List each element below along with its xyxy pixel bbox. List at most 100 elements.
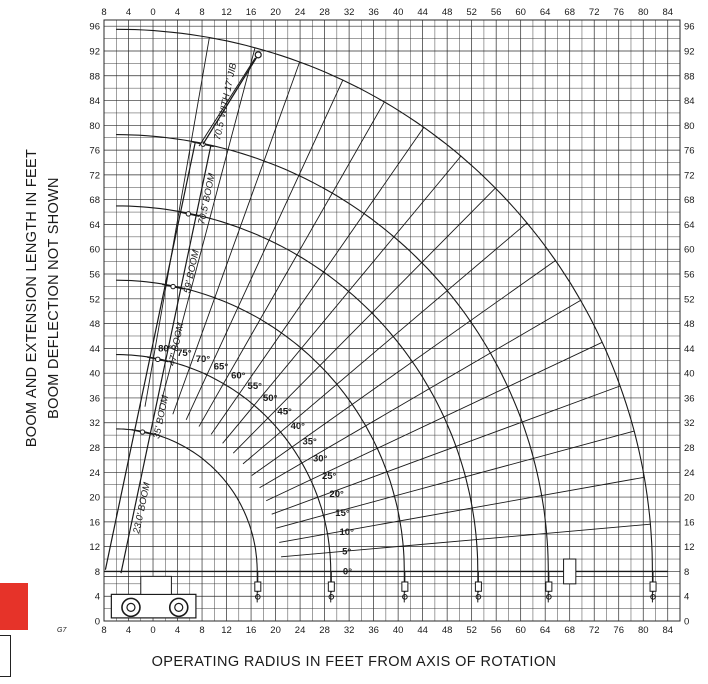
y-tick-label-left: 52	[89, 294, 100, 305]
y-tick-label-right: 4	[684, 592, 689, 603]
angle-label: 55°	[248, 381, 263, 392]
outrigger-jack	[563, 558, 577, 585]
jib-strut	[198, 57, 256, 147]
x-tick-label-bottom: 68	[564, 625, 575, 636]
y-tick-label-right: 40	[684, 369, 695, 380]
y-tick-label-right: 96	[684, 22, 695, 33]
y-tick-label-right: 56	[684, 270, 695, 281]
hook-block	[545, 581, 553, 592]
jib-tip-sheave	[254, 51, 262, 59]
angle-label: 5°	[342, 547, 351, 558]
x-tick-label-top: 72	[589, 7, 600, 18]
y-tick-label-left: 4	[95, 592, 100, 603]
wheel-hub	[174, 602, 184, 612]
boom-sheave	[155, 356, 161, 363]
y-tick-label-right: 52	[684, 294, 695, 305]
boom-angle-line	[198, 101, 385, 427]
angle-label: 25°	[322, 471, 337, 482]
page-bracket	[0, 635, 11, 677]
boom-sheave	[185, 211, 192, 217]
x-tick-label-bottom: 56	[491, 625, 502, 636]
x-tick-label-bottom: 32	[344, 625, 355, 636]
jib	[202, 54, 259, 145]
x-tick-label-top: 76	[613, 7, 624, 18]
y-tick-label-right: 24	[684, 468, 695, 479]
y-tick-label-right: 28	[684, 443, 695, 454]
angle-label: 40°	[291, 421, 306, 432]
y-tick-label-right: 16	[684, 517, 695, 528]
y-tick-label-left: 56	[89, 270, 100, 281]
boom-angle-line	[271, 385, 621, 515]
y-tick-label-right: 60	[684, 245, 695, 256]
y-tick-label-right: 12	[684, 542, 695, 553]
boom-edge	[104, 142, 196, 570]
y-tick-label-left: 44	[89, 344, 100, 355]
y-tick-label-right: 44	[684, 344, 695, 355]
x-tick-label-top: 4	[126, 7, 131, 18]
x-tick-label-top: 8	[101, 7, 106, 18]
y-axis-sublabel: BOOM DEFLECTION NOT SHOWN	[46, 177, 62, 419]
x-tick-label-top: 20	[270, 7, 281, 18]
x-tick-label-bottom: 40	[393, 625, 404, 636]
angle-label: 20°	[329, 489, 344, 500]
y-tick-label-left: 72	[89, 170, 100, 181]
y-tick-label-right: 20	[684, 493, 695, 504]
hook-block	[474, 581, 482, 592]
x-tick-label-bottom: 4	[175, 625, 180, 636]
hook	[255, 594, 261, 600]
x-tick-label-bottom: 28	[319, 625, 330, 636]
x-tick-label-bottom: 8	[101, 625, 106, 636]
y-tick-label-left: 88	[89, 71, 100, 82]
hook-block	[327, 581, 335, 592]
x-tick-label-top: 60	[515, 7, 526, 18]
x-tick-label-top: 68	[564, 7, 575, 18]
boom-edge	[120, 145, 212, 574]
x-tick-label-top: 12	[221, 7, 232, 18]
x-tick-label-bottom: 12	[221, 625, 232, 636]
plot-frame	[103, 19, 681, 622]
grid	[103, 19, 681, 622]
boom-sheave	[170, 283, 176, 290]
x-tick-label-bottom: 80	[638, 625, 649, 636]
angle-label: 80°	[158, 344, 173, 355]
boom-length-arc	[116, 134, 549, 572]
boom-length-arc	[116, 205, 479, 572]
boom-length-arcs	[116, 28, 653, 603]
y-tick-label-left: 48	[89, 319, 100, 330]
x-tick-label-bottom: 76	[613, 625, 624, 636]
y-tick-label-left: 8	[95, 567, 100, 578]
boom-angle-line	[232, 187, 496, 454]
angle-label: 15°	[335, 508, 350, 519]
x-tick-label-top: 28	[319, 7, 330, 18]
y-tick-label-left: 20	[89, 493, 100, 504]
x-tick-label-top: 8	[199, 7, 204, 18]
x-tick-label-bottom: 24	[295, 625, 306, 636]
y-tick-label-right: 64	[684, 220, 695, 231]
hook	[546, 594, 552, 600]
figure-code: G7	[57, 627, 67, 634]
angle-labels: 0° 5° 10° 15° 20° 25° 30° 35° 40° 45° 50°55°60°65°…	[158, 344, 354, 578]
x-axis-label: OPERATING RADIUS IN FEET FROM AXIS OF RO…	[151, 654, 557, 670]
boom-angle-line	[222, 155, 462, 444]
hook-block	[649, 581, 657, 592]
y-tick-label-right: 84	[684, 96, 695, 107]
boom-length-arc	[116, 279, 405, 572]
boom-angle-lines	[144, 37, 653, 572]
y-tick-label-right: 88	[684, 71, 695, 82]
x-tick-label-top: 56	[491, 7, 502, 18]
y-tick-label-left: 32	[89, 418, 100, 429]
boom-angle-line	[259, 299, 581, 489]
x-tick-label-top: 52	[466, 7, 477, 18]
boom-length-arc	[116, 354, 332, 572]
x-tick-label-top: 40	[393, 7, 404, 18]
hook-block	[254, 581, 262, 592]
y-tick-label-right: 48	[684, 319, 695, 330]
angle-label: 60°	[231, 371, 246, 382]
y-tick-label-right: 72	[684, 170, 695, 181]
x-tick-label-top: 36	[368, 7, 379, 18]
x-tick-label-bottom: 20	[270, 625, 281, 636]
boom-angle-line	[281, 523, 651, 558]
boom-length-arc	[116, 28, 653, 572]
angle-label: 45°	[277, 407, 292, 418]
boom-angle-line	[172, 61, 301, 415]
